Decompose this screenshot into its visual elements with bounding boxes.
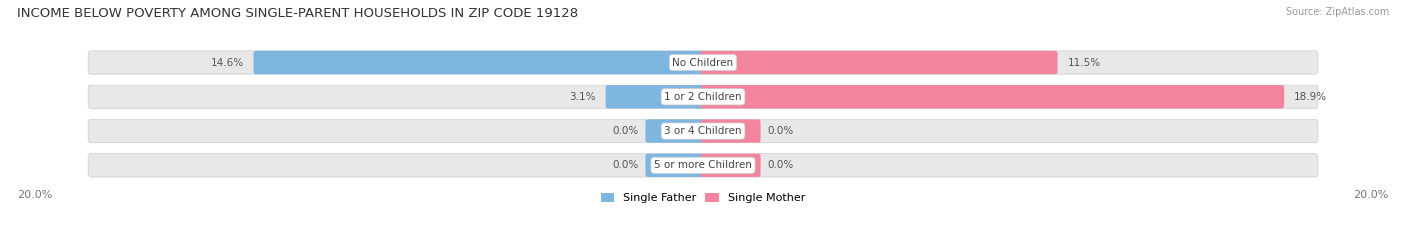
Text: 0.0%: 0.0% [613,160,638,170]
Text: 0.0%: 0.0% [768,160,793,170]
Text: 11.5%: 11.5% [1067,58,1101,68]
FancyBboxPatch shape [89,51,1317,74]
Text: 5 or more Children: 5 or more Children [654,160,752,170]
FancyBboxPatch shape [700,120,761,143]
Text: 20.0%: 20.0% [1354,190,1389,200]
Text: Source: ZipAtlas.com: Source: ZipAtlas.com [1285,7,1389,17]
FancyBboxPatch shape [645,154,706,177]
FancyBboxPatch shape [700,51,1057,74]
FancyBboxPatch shape [645,120,706,143]
Text: 3.1%: 3.1% [569,92,596,102]
Text: 0.0%: 0.0% [768,126,793,136]
FancyBboxPatch shape [700,85,1284,108]
Legend: Single Father, Single Mother: Single Father, Single Mother [600,193,806,203]
FancyBboxPatch shape [89,154,1317,177]
Text: 20.0%: 20.0% [17,190,52,200]
Text: 3 or 4 Children: 3 or 4 Children [664,126,742,136]
Text: No Children: No Children [672,58,734,68]
FancyBboxPatch shape [700,154,761,177]
Text: INCOME BELOW POVERTY AMONG SINGLE-PARENT HOUSEHOLDS IN ZIP CODE 19128: INCOME BELOW POVERTY AMONG SINGLE-PARENT… [17,7,578,20]
Text: 14.6%: 14.6% [211,58,243,68]
FancyBboxPatch shape [253,51,706,74]
FancyBboxPatch shape [89,85,1317,108]
Text: 0.0%: 0.0% [613,126,638,136]
Text: 18.9%: 18.9% [1294,92,1327,102]
FancyBboxPatch shape [89,120,1317,143]
FancyBboxPatch shape [606,85,706,108]
Text: 1 or 2 Children: 1 or 2 Children [664,92,742,102]
